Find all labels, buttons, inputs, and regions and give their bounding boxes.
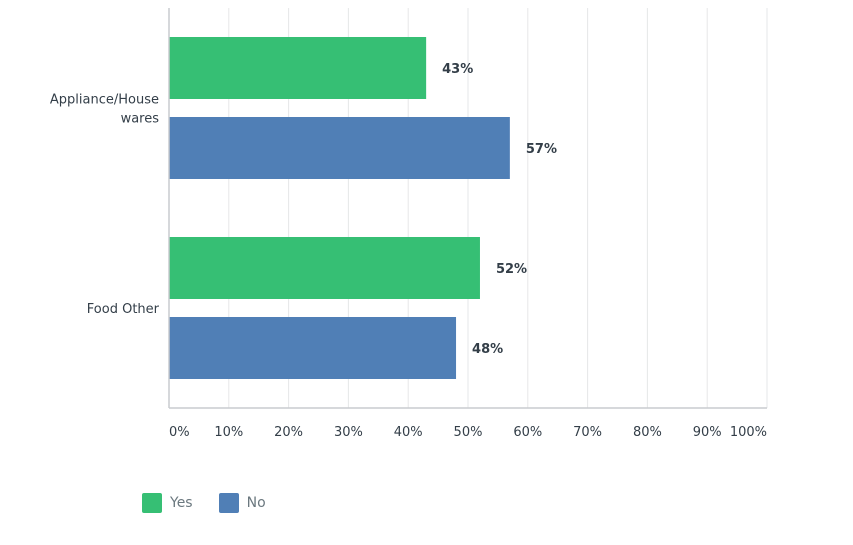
data-label-yes-0: 43%: [442, 62, 473, 77]
axes: [168, 8, 767, 409]
data-label-no-1: 48%: [472, 342, 503, 357]
legend-label-no: No: [246, 495, 266, 511]
legend-item-no[interactable]: No: [218, 493, 266, 513]
x-tick-label-40: 40%: [394, 425, 423, 440]
x-tick-label-70: 70%: [573, 425, 602, 440]
x-tick-label-80: 80%: [633, 425, 662, 440]
bar-yes-1[interactable]: [169, 237, 480, 299]
bars: [169, 37, 510, 379]
x-tick-label-60: 60%: [513, 425, 542, 440]
x-tick-label-30: 30%: [334, 425, 363, 440]
legend: Yes No: [142, 493, 266, 513]
x-tick-label-50: 50%: [454, 425, 483, 440]
x-tick-label-10: 10%: [214, 425, 243, 440]
legend-swatch-yes: [142, 493, 162, 513]
labels: 0% 10% 20% 30% 40% 50% 60% 70% 80% 90% 100% 43% 57% A…: [50, 62, 767, 440]
category-label-0: Appliance/House wares: [50, 93, 159, 127]
data-label-no-0: 57%: [526, 142, 557, 157]
category-label-1: Food Other: [87, 302, 160, 317]
legend-item-yes[interactable]: Yes: [142, 493, 193, 513]
x-tick-label-100: 100%: [730, 425, 767, 440]
bar-no-1[interactable]: [169, 317, 457, 379]
bar-no-0[interactable]: [169, 117, 510, 179]
data-label-yes-1: 52%: [496, 262, 527, 277]
legend-swatch-no: [218, 493, 239, 513]
bar-yes-0[interactable]: [169, 37, 427, 99]
x-tick-label-20: 20%: [274, 425, 303, 440]
x-tick-label-90: 90%: [693, 425, 722, 440]
x-tick-label-0: 0%: [169, 425, 190, 440]
legend-label-yes: Yes: [170, 495, 193, 511]
